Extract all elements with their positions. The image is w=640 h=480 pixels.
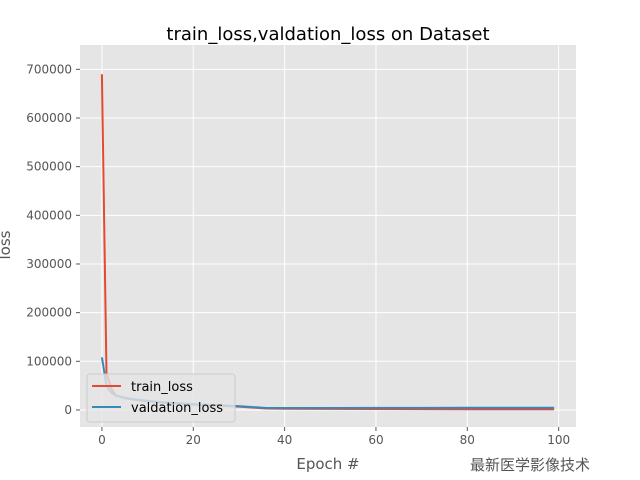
x-axis-label: Epoch # xyxy=(296,455,359,473)
chart-title: train_loss,valdation_loss on Dataset xyxy=(166,24,489,45)
watermark: 最新医学影像技术 xyxy=(470,456,591,474)
y-tick-label: 700000 xyxy=(26,62,72,76)
x-tick-label: 80 xyxy=(460,433,475,447)
y-tick-label: 400000 xyxy=(26,208,72,222)
x-tick-label: 100 xyxy=(547,433,570,447)
x-tick-label: 20 xyxy=(186,433,201,447)
legend-box xyxy=(86,373,236,423)
plot-area xyxy=(80,45,576,427)
y-tick-label: 100000 xyxy=(26,354,72,368)
y-tick-label: 200000 xyxy=(26,306,72,320)
y-tick-label: 500000 xyxy=(26,160,72,174)
x-tick-label: 60 xyxy=(368,433,383,447)
y-axis-label: loss xyxy=(0,230,14,259)
y-tick-label: 0 xyxy=(64,403,72,417)
x-tick-label: 40 xyxy=(277,433,292,447)
y-tick-label: 300000 xyxy=(26,257,72,271)
legend: train_loss valdation_loss xyxy=(86,373,236,423)
x-tick-label: 0 xyxy=(98,433,106,447)
legend-label: train_loss xyxy=(131,380,193,395)
legend-label: valdation_loss xyxy=(131,401,223,416)
y-tick-label: 600000 xyxy=(26,111,72,125)
